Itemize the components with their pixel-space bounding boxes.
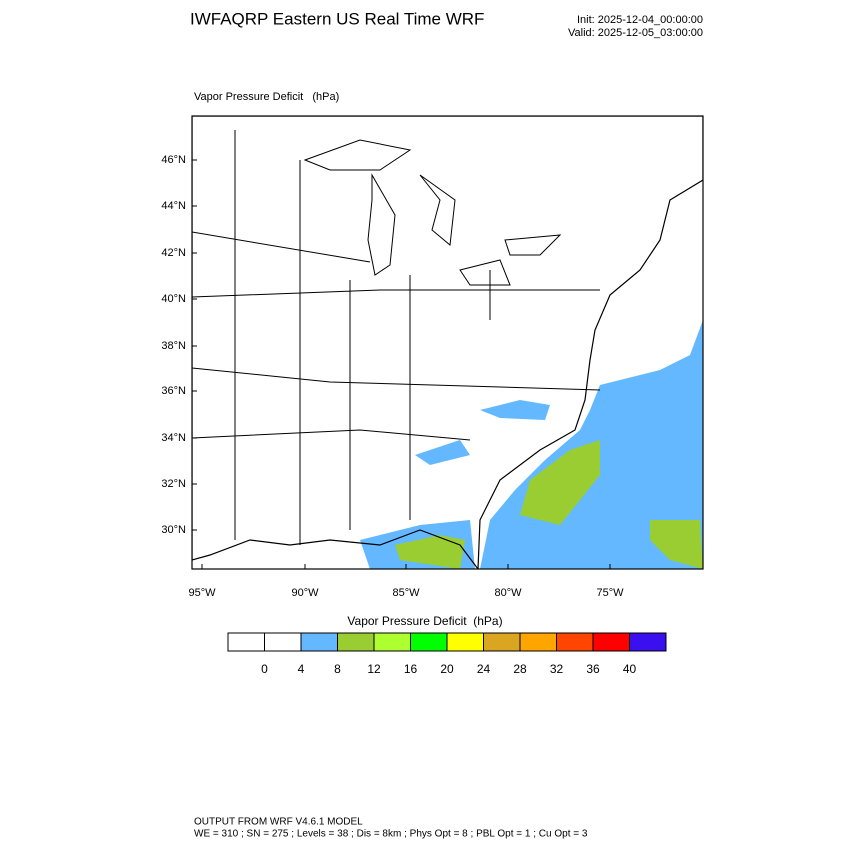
lat-tick-label: 42°N	[161, 247, 186, 259]
lat-tick-label: 36°N	[161, 385, 186, 397]
lat-tick-label: 30°N	[161, 524, 186, 536]
colorbar-box	[373, 632, 411, 652]
colorbar-tick-label: 32	[550, 662, 564, 676]
colorbar-tick-label: 24	[477, 662, 491, 676]
colorbar-box	[483, 632, 521, 652]
colorbar-box	[264, 632, 302, 652]
coastline	[192, 116, 703, 569]
colorbar-tick-label: 36	[586, 662, 600, 676]
init-time: Init: 2025-12-04_00:00:00	[577, 14, 703, 26]
colorbar-tick-label: 40	[623, 662, 637, 676]
lon-tick-label: 95°W	[188, 587, 216, 599]
colorbar-title: Vapor Pressure Deficit (hPa)	[347, 614, 502, 628]
lon-tick-label: 75°W	[596, 587, 624, 599]
vpd-shade	[415, 440, 470, 465]
vpd-shade	[520, 440, 600, 525]
lon-tick-label: 80°W	[494, 587, 522, 599]
colorbar-tick-label: 12	[367, 662, 381, 676]
lakes	[303, 139, 562, 286]
map	[191, 115, 704, 570]
vpd-shade	[480, 400, 550, 420]
colorbar-box	[519, 632, 557, 652]
colorbar-box	[446, 632, 484, 652]
colorbar-tick-label: 8	[334, 662, 341, 676]
colorbar-box	[337, 632, 375, 652]
lat-tick-label: 38°N	[161, 340, 186, 352]
vpd-shade	[395, 535, 465, 569]
colorbar-box	[556, 632, 594, 652]
map-label: Vapor Pressure Deficit (hPa)	[194, 91, 339, 103]
vpd-shade	[650, 520, 703, 569]
colorbar-tick-label: 4	[298, 662, 305, 676]
colorbar-tick-label: 0	[261, 662, 268, 676]
colorbar-tick-label: 20	[440, 662, 454, 676]
footer-line: OUTPUT FROM WRF V4.6.1 MODEL	[194, 817, 363, 828]
title: IWFAQRP Eastern US Real Time WRF	[190, 9, 484, 28]
colorbar-box	[629, 632, 667, 652]
map-frame	[191, 115, 704, 570]
colorbar-box	[410, 632, 448, 652]
valid-time: Valid: 2025-12-05_03:00:00	[568, 27, 703, 39]
lat-tick-label: 40°N	[161, 293, 186, 305]
colorbar-box	[227, 632, 265, 652]
colorbar-tick-label: 16	[404, 662, 418, 676]
borders	[192, 130, 601, 545]
lat-tick-label: 32°N	[161, 478, 186, 490]
lat-tick-label: 46°N	[161, 154, 186, 166]
lon-tick-label: 90°W	[291, 587, 319, 599]
colorbar-box	[592, 632, 630, 652]
lat-tick-label: 34°N	[161, 432, 186, 444]
lat-tick-label: 44°N	[161, 200, 186, 212]
colorbar-tick-label: 28	[513, 662, 527, 676]
lon-tick-label: 85°W	[392, 587, 420, 599]
colorbar-box	[300, 632, 338, 652]
footer-line: WE = 310 ; SN = 275 ; Levels = 38 ; Dis …	[194, 829, 588, 840]
